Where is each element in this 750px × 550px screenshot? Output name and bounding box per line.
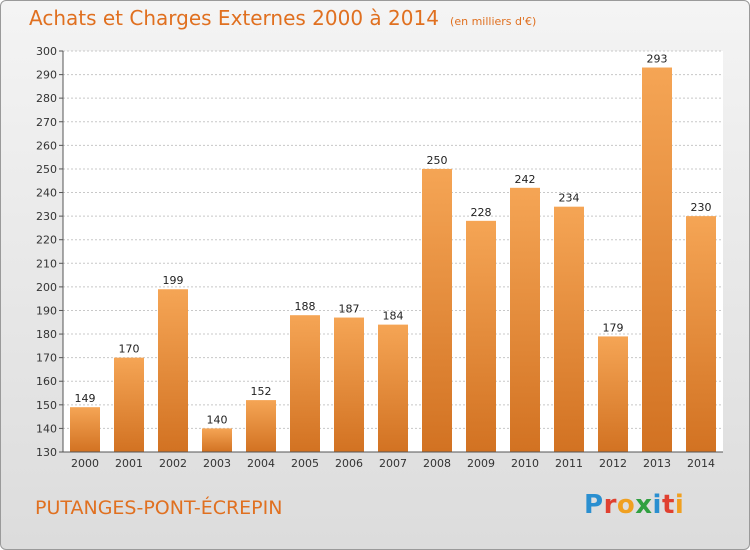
y-tick-label: 280 bbox=[36, 92, 57, 105]
data-label-2010: 242 bbox=[515, 173, 536, 186]
x-tick-label: 2007 bbox=[379, 457, 407, 470]
logo-letter: r bbox=[603, 490, 617, 520]
bar-2011 bbox=[554, 206, 584, 452]
bar-2008 bbox=[422, 168, 452, 453]
bar-2006 bbox=[334, 317, 364, 452]
bar-2005 bbox=[290, 315, 320, 452]
x-tick-label: 2005 bbox=[291, 457, 319, 470]
bar-2009 bbox=[466, 220, 496, 452]
y-tick-label: 170 bbox=[36, 352, 57, 365]
x-tick-label: 2008 bbox=[423, 457, 451, 470]
data-label-2013: 293 bbox=[647, 53, 668, 66]
logo-letter: i bbox=[652, 490, 662, 520]
x-tick-label: 2006 bbox=[335, 457, 363, 470]
y-tick-label: 160 bbox=[36, 375, 57, 388]
data-label-2007: 184 bbox=[383, 310, 404, 323]
data-label-2005: 188 bbox=[295, 300, 316, 313]
y-tick-label: 200 bbox=[36, 281, 57, 294]
data-label-2011: 234 bbox=[559, 192, 580, 205]
y-tick-label: 140 bbox=[36, 422, 57, 435]
data-label-2009: 228 bbox=[471, 206, 492, 219]
x-tick-label: 2001 bbox=[115, 457, 143, 470]
bar-2003 bbox=[202, 428, 232, 452]
data-label-2006: 187 bbox=[339, 303, 360, 316]
x-tick-label: 2004 bbox=[247, 457, 275, 470]
y-tick-label: 290 bbox=[36, 69, 57, 82]
data-label-2001: 170 bbox=[119, 343, 140, 356]
x-tick-label: 2002 bbox=[159, 457, 187, 470]
logo-letter: x bbox=[635, 490, 653, 520]
bar-2001 bbox=[114, 357, 144, 452]
y-tick-label: 270 bbox=[36, 116, 57, 129]
bar-2002 bbox=[158, 289, 188, 452]
x-tick-label: 2012 bbox=[599, 457, 627, 470]
y-tick-label: 250 bbox=[36, 163, 57, 176]
x-axis: 2000 2001 2002 2003 2004 2005 2006 2007 2008 2009… bbox=[63, 451, 723, 470]
y-tick-label: 130 bbox=[36, 446, 57, 459]
bar-2000 bbox=[70, 407, 100, 452]
data-label-2004: 152 bbox=[251, 385, 272, 398]
data-label-2003: 140 bbox=[207, 413, 228, 426]
bar-2007 bbox=[378, 324, 408, 452]
y-tick-label: 150 bbox=[36, 399, 57, 412]
data-label-2014: 230 bbox=[691, 201, 712, 214]
bar-2004 bbox=[246, 400, 276, 452]
y-tick-label: 300 bbox=[36, 45, 57, 58]
logo-letter: i bbox=[674, 490, 685, 520]
x-tick-label: 2009 bbox=[467, 457, 495, 470]
y-tick-label: 240 bbox=[36, 187, 57, 200]
logo-letter: P bbox=[584, 490, 604, 520]
y-tick-label: 220 bbox=[36, 234, 57, 247]
title-text: Achats et Charges Externes 2000 à 2014 bbox=[29, 6, 439, 30]
place-name: PUTANGES-PONT-ÉCREPIN bbox=[35, 497, 283, 519]
data-label-2002: 199 bbox=[163, 274, 184, 287]
x-tick-label: 2003 bbox=[203, 457, 231, 470]
logo-letter: t bbox=[661, 490, 675, 520]
x-tick-label: 2011 bbox=[555, 457, 583, 470]
data-label-2012: 179 bbox=[603, 321, 624, 334]
x-tick-label: 2013 bbox=[643, 457, 671, 470]
x-tick-label: 2010 bbox=[511, 457, 539, 470]
y-tick-label: 230 bbox=[36, 210, 57, 223]
y-tick-label: 260 bbox=[36, 139, 57, 152]
bar-2012 bbox=[598, 336, 628, 452]
y-tick-label: 180 bbox=[36, 328, 57, 341]
data-label-2008: 250 bbox=[427, 154, 448, 167]
logo-letter: o bbox=[616, 490, 636, 520]
bar-2013 bbox=[642, 67, 672, 452]
y-tick-label: 190 bbox=[36, 304, 57, 317]
proxiti-logo: Proxiti bbox=[584, 490, 684, 520]
y-axis: 130 140 150 160 170 180 190 200 210 220 230 240 250 2… bbox=[36, 45, 64, 459]
x-tick-label: 2014 bbox=[687, 457, 715, 470]
bar-2014 bbox=[686, 216, 716, 452]
data-label-2000: 149 bbox=[75, 392, 96, 405]
chart-title: Achats et Charges Externes 2000 à 2014 (… bbox=[29, 6, 536, 30]
y-tick-label: 210 bbox=[36, 257, 57, 270]
bar-2010 bbox=[510, 187, 540, 452]
unit-note: (en milliers d'€) bbox=[450, 15, 537, 28]
x-tick-label: 2000 bbox=[71, 457, 99, 470]
data-labels: 149 170 199 140 152 188 187 184 250 228 242 234 179 2… bbox=[75, 53, 712, 427]
bars bbox=[70, 67, 716, 453]
